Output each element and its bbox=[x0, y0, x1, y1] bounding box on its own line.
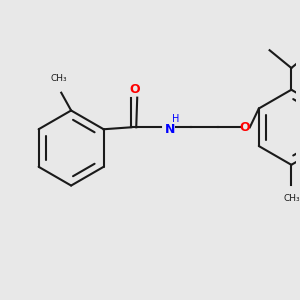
Text: H: H bbox=[172, 114, 179, 124]
Text: N: N bbox=[165, 123, 175, 136]
Text: CH₃: CH₃ bbox=[51, 74, 68, 83]
Text: O: O bbox=[129, 83, 140, 96]
Text: O: O bbox=[240, 121, 250, 134]
Text: CH₃: CH₃ bbox=[283, 194, 300, 203]
